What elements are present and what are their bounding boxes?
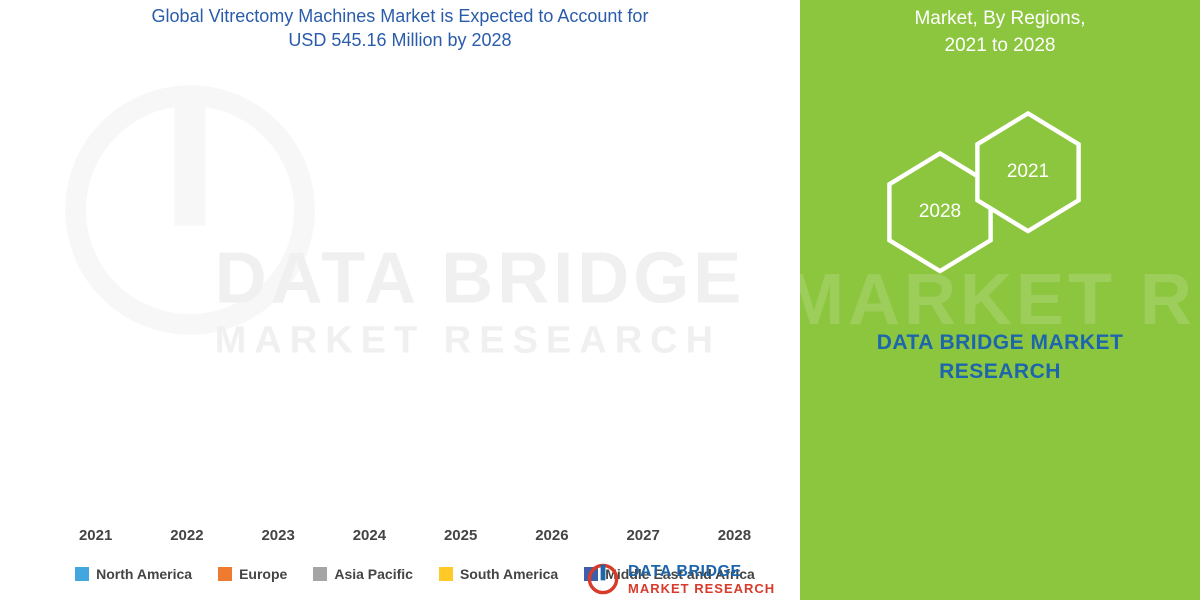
x-axis-label: 2023: [249, 527, 307, 544]
x-axis-label: 2026: [523, 527, 581, 544]
x-axis-label: 2022: [158, 527, 216, 544]
hexagon-front: 2021: [973, 109, 1083, 234]
hexagon-back-label: 2028: [919, 201, 961, 223]
footer-logo-line1: DATA BRIDGE: [628, 563, 775, 581]
side-panel-title: Market, By Regions, 2021 to 2028: [914, 6, 1085, 59]
chart-plot-area: [50, 60, 780, 510]
legend-label: Asia Pacific: [334, 566, 413, 582]
x-axis-label: 2025: [432, 527, 490, 544]
x-axis-label: 2028: [705, 527, 763, 544]
chart-title-line1: Global Vitrectomy Machines Market is Exp…: [152, 6, 649, 26]
legend-item: South America: [439, 566, 558, 582]
chart-panel: Global Vitrectomy Machines Market is Exp…: [0, 0, 800, 600]
side-panel: Market, By Regions, 2021 to 2028 2028 20…: [800, 0, 1200, 600]
brand-line1: DATA BRIDGE MARKET: [877, 331, 1124, 354]
legend-label: North America: [96, 566, 192, 582]
footer-logo: DATA BRIDGE MARKET RESEARCH: [586, 558, 796, 600]
legend-swatch: [313, 567, 327, 581]
footer-logo-text: DATA BRIDGE MARKET RESEARCH: [628, 563, 775, 596]
legend-item: Asia Pacific: [313, 566, 413, 582]
legend-swatch: [439, 567, 453, 581]
legend-label: South America: [460, 566, 558, 582]
bar-container: [50, 60, 780, 510]
legend-swatch: [218, 567, 232, 581]
brand-text: DATA BRIDGE MARKET RESEARCH: [877, 329, 1124, 386]
x-axis-label: 2021: [67, 527, 125, 544]
legend-label: Europe: [239, 566, 287, 582]
chart-title-line2: USD 545.16 Million by 2028: [288, 30, 511, 50]
hexagon-graphic: 2028 2021: [885, 109, 1115, 289]
x-axis-labels: 2021 2022 2023 2024 2025 2026 2027 2028: [50, 527, 780, 544]
x-axis-label: 2027: [614, 527, 672, 544]
side-title-line2: 2021 to 2028: [945, 35, 1056, 56]
hexagon-front-label: 2021: [1007, 161, 1049, 183]
legend-swatch: [75, 567, 89, 581]
legend-item: Europe: [218, 566, 287, 582]
footer-logo-line2: MARKET RESEARCH: [628, 581, 775, 596]
footer-logo-icon: [586, 562, 620, 596]
x-axis-label: 2024: [340, 527, 398, 544]
legend-item: North America: [75, 566, 192, 582]
brand-line2: RESEARCH: [939, 360, 1061, 383]
side-title-line1: Market, By Regions,: [914, 8, 1085, 29]
chart-title: Global Vitrectomy Machines Market is Exp…: [0, 0, 800, 53]
